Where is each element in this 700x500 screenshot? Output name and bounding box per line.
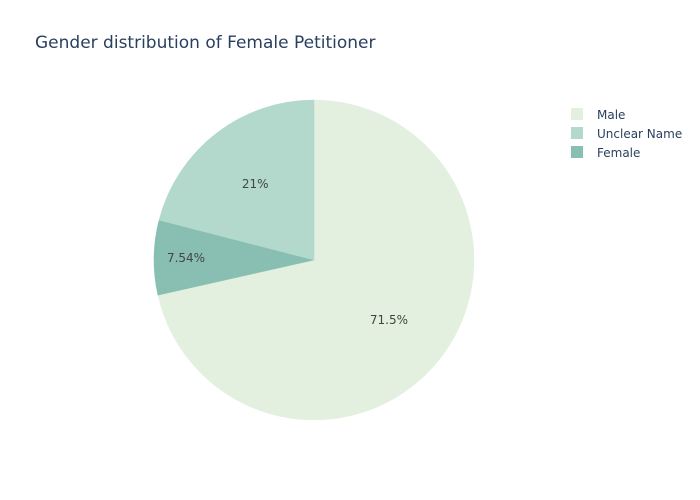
legend-label: Male [597, 108, 625, 122]
pie-slice-unclear-name[interactable] [158, 99, 315, 261]
pie-slice-male[interactable] [157, 99, 475, 421]
legend-item-male[interactable]: Male [571, 108, 625, 122]
chart-title: Gender distribution of Female Petitioner [35, 33, 376, 53]
legend-swatch [571, 127, 583, 139]
legend-label: Female [597, 146, 640, 160]
legend-item-unclear-name[interactable]: Unclear Name [571, 127, 682, 141]
legend-item-female[interactable]: Female [571, 146, 640, 160]
slice-label-unclear-name: 21% [242, 177, 269, 191]
legend-swatch [571, 146, 583, 158]
slice-label-male: 71.5% [370, 313, 408, 327]
slice-label-female: 7.54% [167, 251, 205, 265]
legend-label: Unclear Name [597, 127, 682, 141]
legend-swatch [571, 108, 583, 120]
